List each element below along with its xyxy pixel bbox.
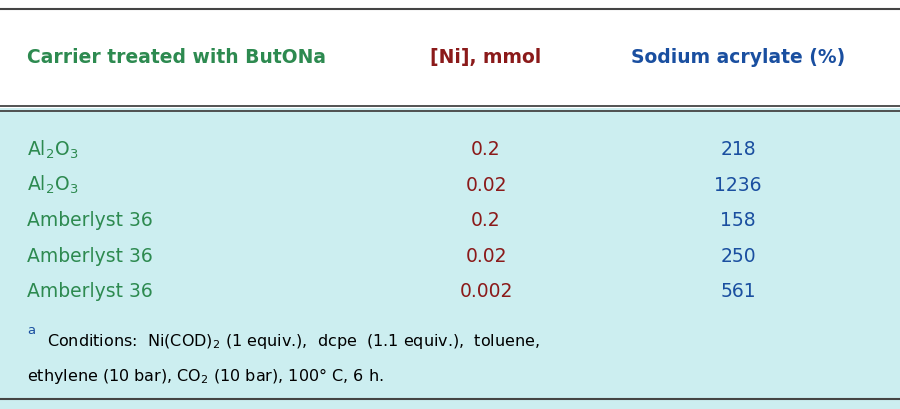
Text: ethylene (10 bar), CO$_2$ (10 bar), 100° C, 6 h.: ethylene (10 bar), CO$_2$ (10 bar), 100°…	[27, 365, 383, 385]
Text: Amberlyst 36: Amberlyst 36	[27, 246, 153, 265]
Text: [Ni], mmol: [Ni], mmol	[430, 48, 542, 67]
Text: 218: 218	[720, 140, 756, 159]
Text: Conditions:  Ni(COD)$_2$ (1 equiv.),  dcpe  (1.1 equiv.),  toluene,: Conditions: Ni(COD)$_2$ (1 equiv.), dcpe…	[47, 331, 539, 350]
Bar	[0, 10, 900, 108]
Bar	[0, 108, 900, 409]
Text: a: a	[27, 324, 35, 337]
Text: 250: 250	[720, 246, 756, 265]
Text: 0.002: 0.002	[459, 282, 513, 301]
Text: Amberlyst 36: Amberlyst 36	[27, 282, 153, 301]
Text: 0.2: 0.2	[472, 140, 500, 159]
Text: 561: 561	[720, 282, 756, 301]
Text: Carrier treated with ButONa: Carrier treated with ButONa	[27, 48, 326, 67]
Text: 0.2: 0.2	[472, 211, 500, 229]
Text: 0.02: 0.02	[465, 246, 507, 265]
Text: 0.02: 0.02	[465, 175, 507, 194]
Text: Sodium acrylate (%): Sodium acrylate (%)	[631, 48, 845, 67]
Text: 1236: 1236	[715, 175, 761, 194]
Text: Al$_2$O$_3$: Al$_2$O$_3$	[27, 138, 78, 160]
Text: Al$_2$O$_3$: Al$_2$O$_3$	[27, 174, 78, 196]
Text: 158: 158	[720, 211, 756, 229]
Text: Amberlyst 36: Amberlyst 36	[27, 211, 153, 229]
